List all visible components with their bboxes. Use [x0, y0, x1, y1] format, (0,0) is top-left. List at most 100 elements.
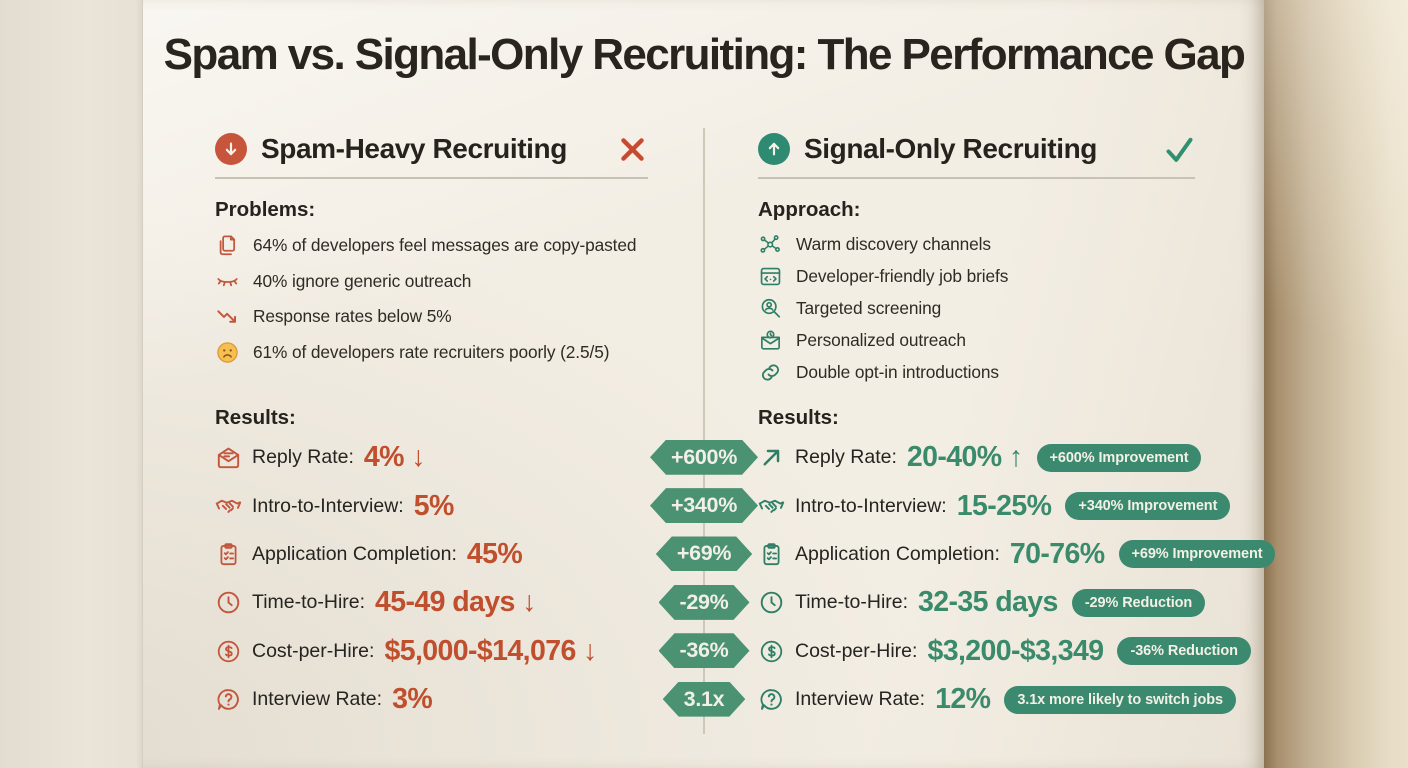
- result-row: Time-to-Hire: 45-49 days ↓: [215, 579, 648, 627]
- result-value: 5%: [413, 489, 455, 522]
- list-item-text: Warm discovery channels: [796, 233, 991, 254]
- result-badge: +600% Improvement: [1036, 443, 1202, 472]
- clipboard-check-icon: [758, 541, 785, 568]
- wall-background: [1264, 0, 1408, 768]
- signal-header: Signal-Only Recruiting: [758, 130, 1195, 168]
- spam-header: Spam-Heavy Recruiting: [215, 130, 648, 168]
- problems-heading: Problems:: [215, 198, 316, 221]
- result-row: Application Completion: 70-76% +69% Improv…: [758, 530, 1276, 578]
- list-item: Developer-friendly job briefs: [758, 260, 1195, 292]
- list-item-text: Developer-friendly job briefs: [796, 265, 1009, 286]
- signal-header-underline: [758, 177, 1195, 179]
- x-mark-icon: [617, 134, 648, 165]
- result-label: Application Completion:: [252, 542, 457, 565]
- list-item-text: Response rates below 5%: [253, 306, 452, 327]
- paper-background: [0, 0, 1266, 768]
- result-badge: -29% Reduction: [1071, 588, 1206, 617]
- code-window-icon: [758, 264, 783, 289]
- column-divider: [703, 128, 705, 734]
- list-item-text: Double opt-in introductions: [796, 361, 999, 382]
- signal-column-title: Signal-Only Recruiting: [804, 133, 1098, 164]
- signal-results-list: Reply Rate: 20-40% ↑ +600% Improvement Intr…: [758, 434, 1276, 724]
- list-item: 40% ignore generic outreach: [215, 264, 648, 300]
- improvement-badge: 3.1x: [663, 682, 746, 717]
- result-label: Intro-to-Interview:: [795, 494, 947, 517]
- result-value: 3%: [392, 683, 433, 716]
- list-item-text: Personalized outreach: [796, 329, 966, 350]
- approach-list: Warm discovery channels Developer-friendl…: [758, 228, 1195, 388]
- result-value: $5,000-$14,076 ↓: [384, 634, 597, 667]
- result-value: 32-35 days: [918, 586, 1058, 619]
- result-label: Time-to-Hire:: [795, 591, 909, 614]
- result-row: Reply Rate: 4% ↓: [215, 434, 648, 482]
- result-badge: +69% Improvement: [1118, 540, 1276, 569]
- approach-heading: Approach:: [758, 198, 861, 221]
- handshake-icon: [215, 493, 242, 520]
- improvement-badge: +600%: [650, 440, 758, 475]
- list-item: 61% of developers rate recruiters poorly…: [215, 335, 648, 371]
- result-row: Interview Rate: 12% 3.1x more likely to sw…: [758, 675, 1236, 723]
- spam-results-heading: Results:: [215, 406, 296, 429]
- result-row: Intro-to-Interview: 15-25% +340% Improveme…: [758, 482, 1231, 530]
- result-row: Interview Rate: 3%: [215, 675, 648, 723]
- result-label: Cost-per-Hire:: [795, 639, 918, 662]
- list-item: Double opt-in introductions: [758, 356, 1195, 388]
- result-row: Intro-to-Interview: 5%: [215, 482, 648, 530]
- result-label: Reply Rate:: [795, 446, 897, 469]
- result-badge: -36% Reduction: [1117, 637, 1251, 666]
- mail-personal-icon: [758, 328, 783, 353]
- spam-column-title: Spam-Heavy Recruiting: [261, 133, 567, 164]
- result-label: Intro-to-Interview:: [252, 494, 404, 517]
- network-icon: [758, 232, 783, 257]
- spam-column: Spam-Heavy Recruiting Problems: 64% of d…: [215, 0, 648, 768]
- improvement-badge: +340%: [650, 488, 758, 523]
- result-badge: 3.1x more likely to switch jobs: [1004, 685, 1236, 714]
- mail-open-icon: [215, 444, 242, 471]
- arrow-down-circle-icon: [215, 133, 247, 165]
- trend-down-icon: [215, 304, 240, 329]
- check-mark-icon: [1164, 134, 1195, 165]
- result-label: Application Completion:: [795, 542, 1000, 565]
- person-search-icon: [758, 296, 783, 321]
- sad-face-icon: [215, 340, 240, 365]
- dollar-circle-icon: [215, 638, 242, 665]
- handshake-icon: [758, 493, 785, 520]
- result-row: Cost-per-Hire: $5,000-$14,076 ↓: [215, 627, 648, 675]
- result-value: 4% ↓: [363, 441, 426, 474]
- copy-document-icon: [215, 233, 240, 258]
- result-value: 70-76%: [1009, 537, 1105, 570]
- list-item: Warm discovery channels: [758, 228, 1195, 260]
- result-value: 12%: [935, 683, 991, 716]
- improvement-badge: -36%: [659, 633, 750, 668]
- list-item: Personalized outreach: [758, 324, 1195, 356]
- result-value: $3,200-$3,349: [927, 634, 1104, 667]
- list-item-text: 40% ignore generic outreach: [253, 270, 472, 291]
- link-chain-icon: [758, 360, 783, 385]
- result-row: Cost-per-Hire: $3,200-$3,349 -36% Reductio…: [758, 627, 1251, 675]
- result-label: Interview Rate:: [252, 688, 383, 711]
- result-label: Cost-per-Hire:: [252, 639, 375, 662]
- result-row: Application Completion: 45%: [215, 530, 648, 578]
- list-item-text: Targeted screening: [796, 297, 942, 318]
- result-value: 45-49 days ↓: [375, 586, 536, 619]
- improvement-badge: -29%: [659, 585, 750, 620]
- question-bubble-icon: [215, 686, 242, 713]
- result-label: Interview Rate:: [795, 688, 926, 711]
- closed-eye-icon: [215, 269, 240, 294]
- list-item: 64% of developers feel messages are copy…: [215, 228, 648, 264]
- signal-column: Signal-Only Recruiting Approach: Warm di…: [758, 0, 1276, 768]
- clock-icon: [215, 589, 242, 616]
- clock-icon: [758, 589, 785, 616]
- list-item: Response rates below 5%: [215, 299, 648, 335]
- list-item-text: 61% of developers rate recruiters poorly…: [253, 341, 610, 362]
- result-row: Time-to-Hire: 32-35 days -29% Reduction: [758, 579, 1206, 627]
- result-label: Reply Rate:: [252, 446, 354, 469]
- clipboard-check-icon: [215, 541, 242, 568]
- arrow-up-right-icon: [758, 444, 785, 471]
- spam-header-underline: [215, 177, 648, 179]
- question-bubble-icon: [758, 686, 785, 713]
- result-row: Reply Rate: 20-40% ↑ +600% Improvement: [758, 434, 1202, 482]
- result-value: 45%: [466, 537, 523, 570]
- list-item: Targeted screening: [758, 292, 1195, 324]
